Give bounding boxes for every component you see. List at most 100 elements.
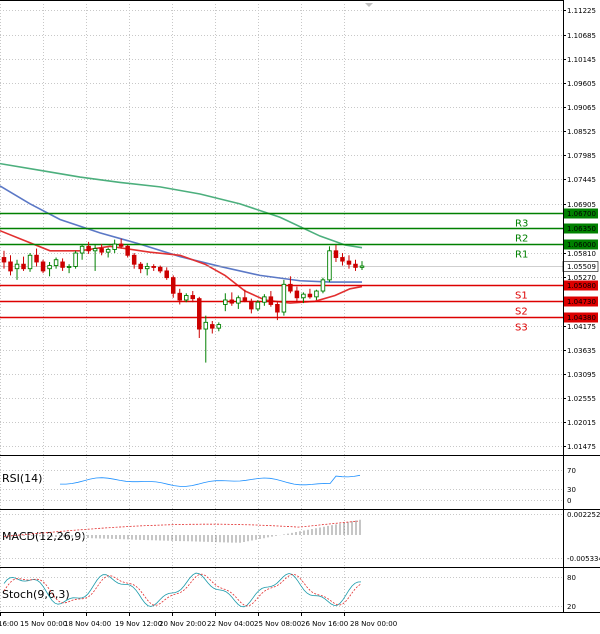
time-tick-label: 19 Nov 12:00 (115, 620, 162, 628)
level-value-tag (563, 223, 598, 234)
candle-body (333, 250, 339, 258)
candle-body (170, 277, 176, 294)
candle-body (86, 245, 91, 252)
macd-signal-line (3, 520, 359, 537)
candle-body (27, 254, 33, 270)
candle-body (327, 250, 332, 281)
candle-body (216, 324, 222, 329)
candle-body (353, 263, 358, 268)
level-name-s2: S2 (515, 307, 528, 318)
current-price-label: 1.05509 (567, 263, 596, 271)
candle-body (112, 243, 117, 250)
level-name-r1: R1 (515, 250, 528, 261)
price-tick-label: 1.09065 (567, 104, 596, 112)
candle-body (242, 297, 248, 302)
candle-body (340, 257, 345, 262)
level-value-label: 1.04730 (567, 298, 596, 306)
candle-body (151, 266, 156, 268)
candle-body (184, 295, 189, 301)
candle-body (359, 265, 365, 268)
stoch-k-line (3, 572, 362, 608)
level-value-tag (563, 312, 598, 323)
candle-body (320, 279, 326, 292)
price-tick-label: 1.07445 (567, 176, 596, 184)
candle-body (47, 265, 52, 270)
time-tick-label: 18 Nov 04:00 (64, 620, 111, 628)
candle-body (164, 270, 169, 279)
indicator-tick-label: 80 (567, 574, 576, 582)
time-tick-label: 26 Nov 16:00 (301, 620, 348, 628)
candle-body (14, 263, 20, 270)
indicator-panels: 70300RSI(14)0.002252-0.005334MACD(12,26,… (2, 467, 600, 611)
time-tick-label: 22 Nov 04:00 (207, 620, 254, 628)
candle-body (66, 266, 72, 268)
ma-long-line (0, 162, 363, 249)
time-tick-label: 15 Nov 00:00 (20, 620, 67, 628)
price-tick-label: 1.02555 (567, 395, 596, 403)
candle-body (210, 324, 215, 329)
level-value-tag (563, 296, 598, 307)
candle-body (34, 254, 39, 263)
indicator-tick-label: 70 (567, 467, 576, 475)
price-tick-label: 1.03635 (567, 347, 596, 355)
level-value-tag (563, 239, 598, 250)
candle-body (262, 296, 267, 303)
candle-body (79, 245, 85, 254)
candle-body (131, 254, 137, 265)
level-value-label: 1.06700 (567, 210, 596, 218)
candle-body (92, 248, 98, 252)
chart-shift-marker (365, 3, 373, 7)
level-value-label: 1.05080 (567, 282, 596, 290)
candle-body (190, 295, 196, 300)
ma-mid-line (0, 185, 362, 283)
level-name-s1: S1 (515, 291, 528, 302)
candle-body (223, 299, 228, 305)
level-value-tag (563, 208, 598, 219)
candle-body (236, 297, 241, 304)
candle-body (197, 298, 202, 330)
candle-body (203, 321, 209, 330)
time-tick-label: 28 Nov 00:00 (350, 620, 397, 628)
ma-short-line (0, 229, 363, 304)
moving-averages (0, 162, 363, 304)
candle-body (301, 293, 306, 299)
price-tick-label: 1.09605 (567, 80, 596, 88)
candle-body (8, 261, 13, 272)
pivot-levels: R3 1.06700 R2 1.06350 R1 1.06000 S1 1.05080 S2 1.… (0, 208, 599, 334)
candle-body (307, 293, 313, 298)
candle-body (157, 266, 163, 272)
indicator-tick-label: 20 (567, 603, 576, 611)
candle-body (275, 304, 280, 313)
price-tick-label: 1.03095 (567, 371, 596, 379)
price-tick-label: 1.11225 (567, 7, 596, 15)
candle-body (229, 299, 235, 304)
indicator-tick-label: -0.005334 (567, 555, 600, 563)
candle-body (314, 290, 319, 298)
chart-frame (0, 0, 600, 613)
candle-body (281, 283, 287, 313)
indicator-tick-label: 0 (567, 497, 571, 505)
indicator-tick-label: 30 (567, 486, 576, 494)
candle-body (268, 296, 274, 305)
indicator-name-stoch: Stoch(9,6,3) (2, 588, 70, 601)
price-tick-label: 1.06905 (567, 201, 596, 209)
price-tick-label: 1.01475 (567, 443, 596, 451)
candle-body (99, 248, 104, 253)
candle-body (125, 245, 130, 256)
time-tick-label: 25 Nov 08:00 (254, 620, 301, 628)
candle-body (144, 266, 150, 270)
price-tick-label: 1.07985 (567, 152, 596, 160)
candle-body (105, 249, 111, 253)
level-name-s3: S3 (515, 323, 528, 334)
candle-body (1, 257, 7, 263)
time-tick-label: 20 Nov 20:00 (159, 620, 206, 628)
candle-body (60, 261, 65, 268)
price-tick-label: 1.10145 (567, 56, 596, 64)
price-tick-label: 1.04175 (567, 323, 596, 331)
level-value-tag (563, 280, 598, 291)
candle-body (255, 301, 261, 310)
level-value-label: 1.06350 (567, 225, 596, 233)
level-value-label: 1.04380 (567, 314, 596, 322)
candle-body (294, 290, 300, 299)
candle-body (118, 243, 124, 247)
